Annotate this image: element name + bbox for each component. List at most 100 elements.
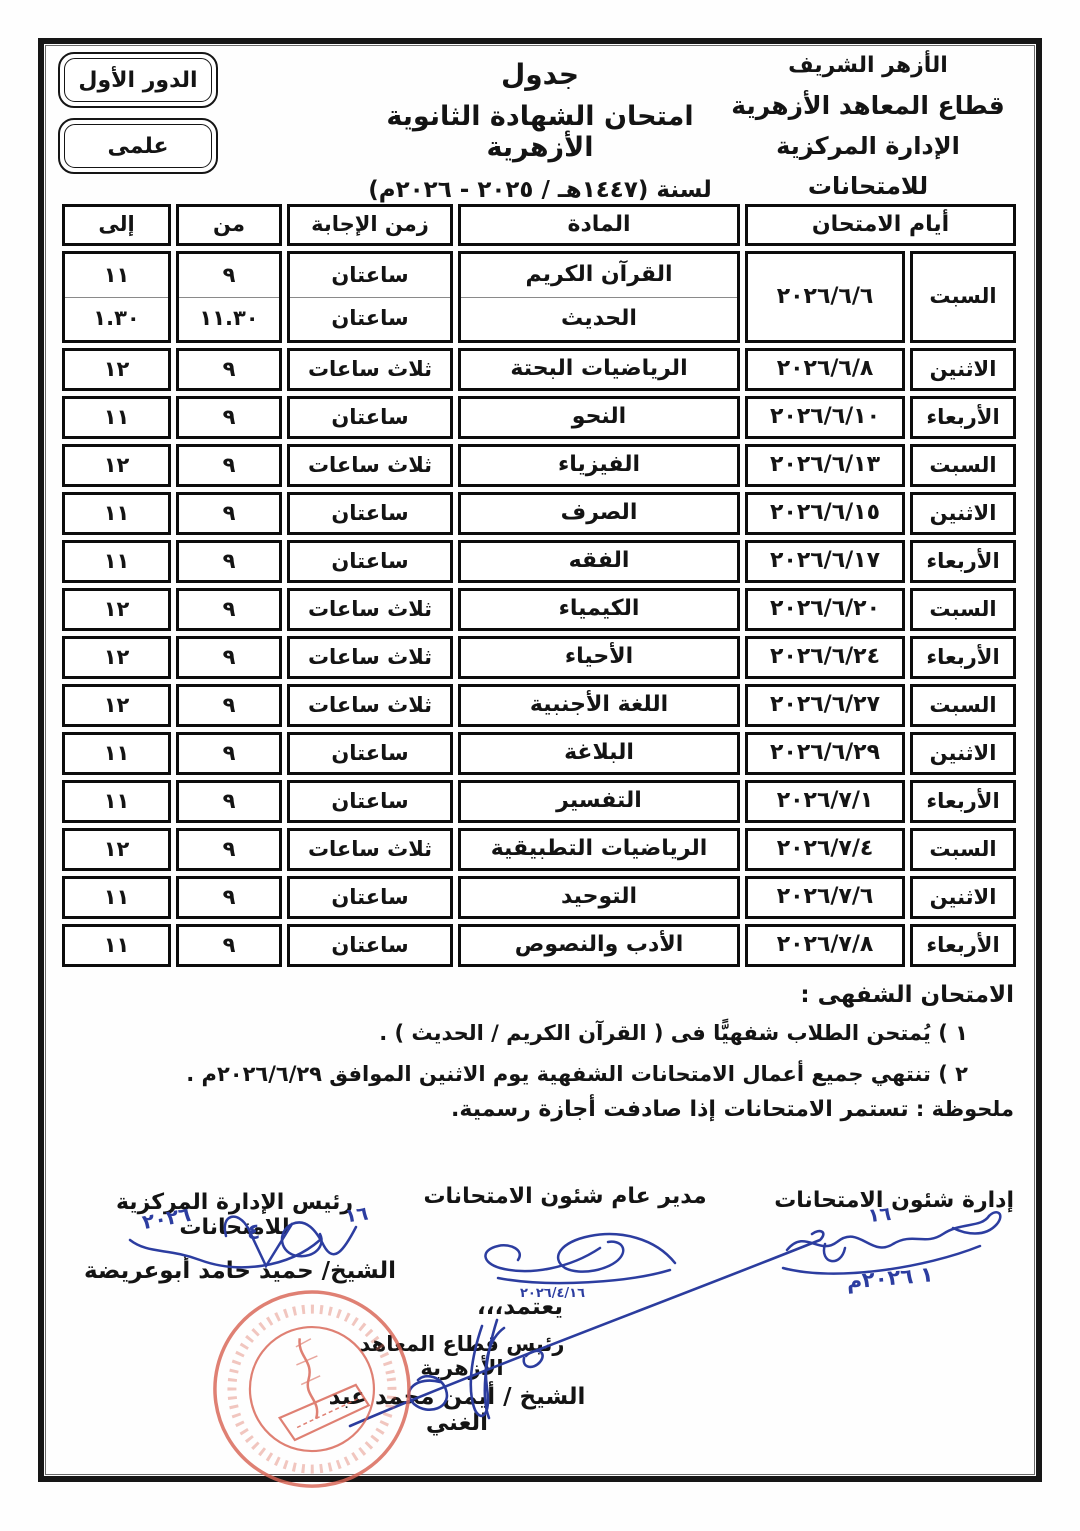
subject-cell: اللغة الأجنبية — [458, 684, 740, 727]
to-cell: ١٢ — [62, 444, 171, 487]
header-days: أيام الامتحان — [745, 204, 1016, 246]
day-cell: السبت — [910, 828, 1016, 871]
subject-entry: الحديث — [561, 305, 637, 331]
title-year: لسنة (١٤٤٧هـ / ٢٠٢٥ - ٢٠٢٦م) — [368, 177, 712, 203]
to-cell: ١٢ — [62, 684, 171, 727]
table-row: الأربعاء ٢٠٢٦/٧/٨ الأدب والنصوص ساعتان ٩… — [62, 924, 1016, 967]
page-border-frame — [38, 38, 1042, 1482]
date-cell: ٢٠٢٦/٦/٢٧ — [745, 684, 905, 727]
from-cell: ٩ — [176, 876, 282, 919]
organization-header: الأزهر الشريف قطاع المعاهد الأزهرية الإد… — [718, 46, 1018, 206]
title-word: جدول — [500, 58, 580, 91]
to-cell: ١١ — [62, 876, 171, 919]
subject-cell: التفسير — [458, 780, 740, 823]
from-cell: ٩ — [176, 684, 282, 727]
date-cell: ٢٠٢٦/٦/٢٤ — [745, 636, 905, 679]
oral-note-1: ١ ) يُمتحن الطلاب شفهيًّا فى ( القرآن ال… — [379, 1021, 968, 1045]
duration-cell: ثلاث ساعات — [287, 444, 453, 487]
table-row: الاثنين ٢٠٢٦/٦/٨ الرياضيات البحتة ثلاث س… — [62, 348, 1016, 391]
date-cell: ٢٠٢٦/٧/١ — [745, 780, 905, 823]
duration-entry: ساعتان — [331, 306, 409, 331]
day-cell: الأربعاء — [910, 924, 1016, 967]
exam-schedule-table: أيام الامتحان المادة زمن الإجابة من إلى … — [62, 204, 1016, 972]
day-cell: الاثنين — [910, 876, 1016, 919]
signature-left-icon — [128, 1215, 358, 1269]
signature-right-icon — [781, 1211, 1002, 1275]
to-cell: ١١ — [62, 924, 171, 967]
date-cell: ٢٠٢٦/٦/١٠ — [745, 396, 905, 439]
signature-center-icon — [484, 1232, 677, 1285]
date-cell: ٢٠٢٦/٦/١٥ — [745, 492, 905, 535]
day-cell: الأربعاء — [910, 636, 1016, 679]
subject-cell: النحو — [458, 396, 740, 439]
duration-entry: ساعتان — [290, 254, 450, 298]
from-entry: ٩ — [179, 254, 279, 298]
round-badge: الدور الأول — [58, 52, 218, 108]
day-cell: الاثنين — [910, 732, 1016, 775]
duration-cell: ساعتان — [287, 780, 453, 823]
from-entry: ١١.٣٠ — [199, 306, 259, 331]
central-admin-head-title: رئيس الإدارة المركزية للامتحانات — [115, 1190, 354, 1240]
from-cell: ٩ — [176, 444, 282, 487]
day-cell: السبت — [910, 444, 1016, 487]
org-line-3: الإدارة المركزية للامتحانات — [776, 132, 960, 200]
header-from: من — [176, 204, 282, 246]
to-cell: ١٢ — [62, 636, 171, 679]
header-duration: زمن الإجابة — [287, 204, 453, 246]
round-badge-label: الدور الأول — [64, 58, 212, 102]
to-cell: ١١ — [62, 780, 171, 823]
track-badge: علمى — [58, 118, 218, 174]
oral-note-2: ٢ ) تنتهي جميع أعمال الامتحانات الشفهية … — [186, 1062, 968, 1086]
subject-cell: الأحياء — [458, 636, 740, 679]
subject-cell: التوحيد — [458, 876, 740, 919]
from-cell: ٩ — [176, 924, 282, 967]
day-cell: الاثنين — [910, 492, 1016, 535]
duration-cell: ساعتان — [287, 924, 453, 967]
to-cell: ١١ — [62, 396, 171, 439]
signature-center-date: ٢٠٢٦/٤/١٦ — [520, 1286, 586, 1301]
from-cell: ٩ — [176, 348, 282, 391]
day-cell: الاثنين — [910, 348, 1016, 391]
note-label: ملحوظة : — [908, 1097, 1014, 1121]
subject-cell: الفقه — [458, 540, 740, 583]
from-cell: ٩ — [176, 780, 282, 823]
subject-cell: الرياضيات التطبيقية — [458, 828, 740, 871]
to-cell: ١١ — [62, 492, 171, 535]
duration-cell: ثلاث ساعات — [287, 684, 453, 727]
to-cell: ١٢ — [62, 588, 171, 631]
track-badge-label: علمى — [64, 124, 212, 168]
oral-exam-notes: الامتحان الشفهى : ١ ) يُمتحن الطلاب شفهي… — [66, 982, 1014, 1122]
subject-cell: الأدب والنصوص — [458, 924, 740, 967]
from-cell: ٩ — [176, 396, 282, 439]
table-row: السبت ٢٠٢٦/٦/٦ القرآن الكريم الحديث ساعت… — [62, 251, 1016, 343]
date-cell: ٢٠٢٦/٦/٦ — [745, 251, 905, 343]
from-cell: ٩ — [176, 636, 282, 679]
to-entry: ١١ — [65, 254, 168, 298]
approval-word: يعتمد،،، — [477, 1294, 563, 1320]
table-row: الاثنين ٢٠٢٦/٦/١٥ الصرف ساعتان ٩ ١١ — [62, 492, 1016, 535]
table-row: السبت ٢٠٢٦/٦/٢٧ اللغة الأجنبية ثلاث ساعا… — [62, 684, 1016, 727]
date-cell: ٢٠٢٦/٦/٢٠ — [745, 588, 905, 631]
duration-cell: ثلاث ساعات — [287, 828, 453, 871]
table-row: الأربعاء ٢٠٢٦/٦/١٧ الفقه ساعتان ٩ ١١ — [62, 540, 1016, 583]
from-cell: ٩ — [176, 732, 282, 775]
date-cell: ٢٠٢٦/٦/٨ — [745, 348, 905, 391]
central-admin-head-name: الشيخ/ حميد حامد أبوعريضة — [84, 1258, 396, 1284]
duration-cell: ساعتان — [287, 540, 453, 583]
duration-cell: ثلاث ساعات — [287, 636, 453, 679]
exams-affairs-title: إدارة شئون الامتحانات — [774, 1188, 1014, 1213]
duration-cell: ساعتان — [287, 492, 453, 535]
from-cell: ٩ — [176, 588, 282, 631]
org-line-1: الأزهر الشريف — [788, 53, 948, 78]
header-subject: المادة — [458, 204, 740, 246]
official-stamp-icon — [213, 1290, 411, 1488]
note-text: تستمر الامتحانات إذا صادفت أجازة رسمية. — [451, 1097, 909, 1122]
signature-approver-icon — [348, 1229, 825, 1428]
oral-exam-heading: الامتحان الشفهى : — [800, 982, 1014, 1008]
subject-cell: الرياضيات البحتة — [458, 348, 740, 391]
document-title: جدول امتحان الشهادة الثانوية الأزهرية لس… — [330, 58, 750, 203]
day-cell: السبت — [910, 684, 1016, 727]
duration-cell: ساعتان — [287, 732, 453, 775]
from-cell: ٩ ١١.٣٠ — [176, 251, 282, 343]
